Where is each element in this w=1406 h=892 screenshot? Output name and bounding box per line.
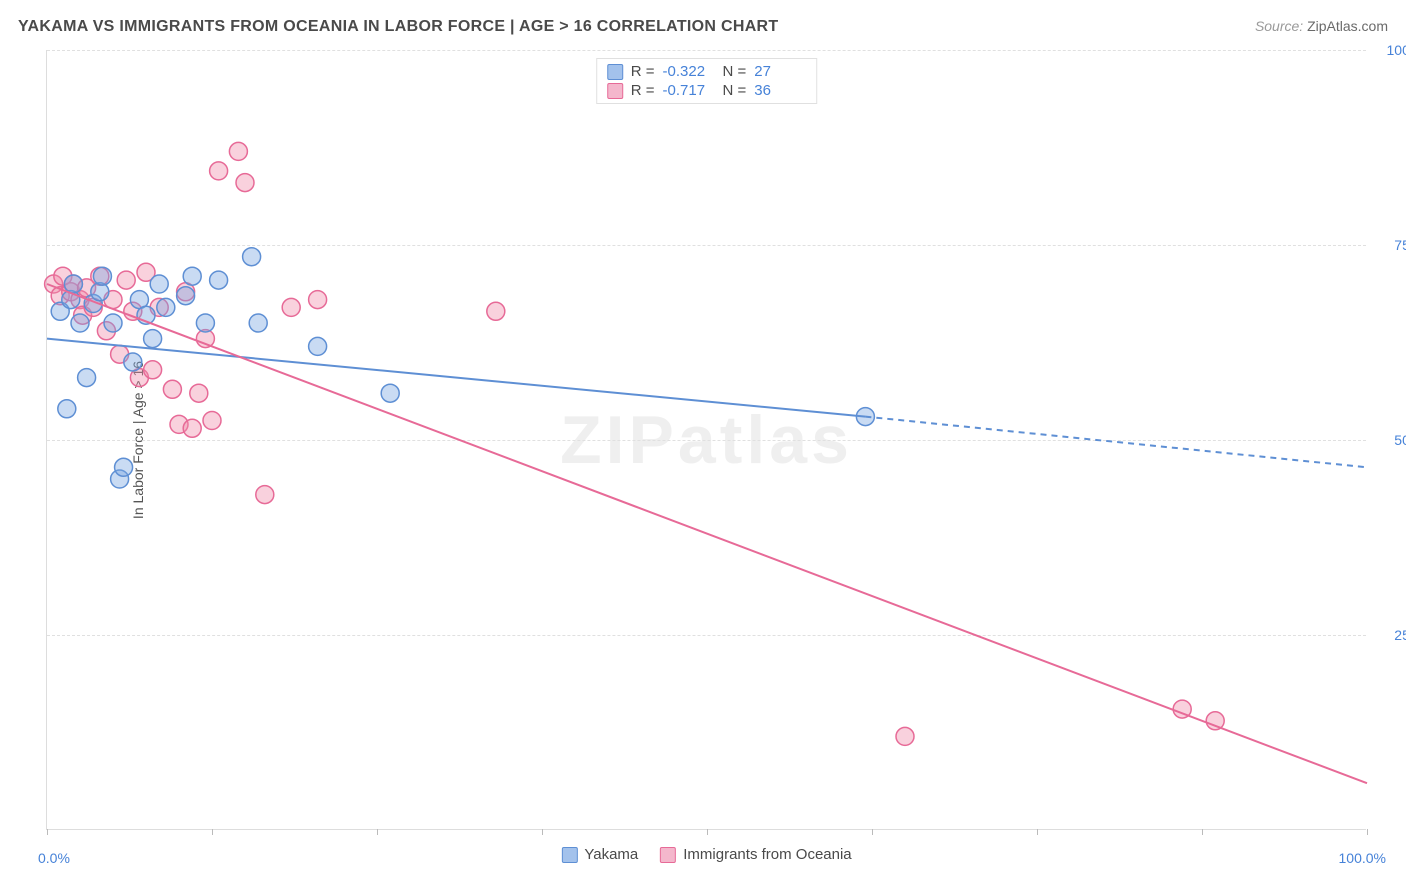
legend-row-yakama: R = -0.322 N = 27 xyxy=(607,63,807,80)
swatch-yakama-icon xyxy=(607,64,623,80)
correlation-legend: R = -0.322 N = 27 R = -0.717 N = 36 xyxy=(596,58,818,104)
y-tick-label: 25.0% xyxy=(1372,627,1406,643)
source-link[interactable]: ZipAtlas.com xyxy=(1307,18,1388,34)
chart-title: YAKAMA VS IMMIGRANTS FROM OCEANIA IN LAB… xyxy=(18,18,779,36)
x-tick-label-max: 100.0% xyxy=(1339,850,1386,866)
y-tick-label: 75.0% xyxy=(1372,237,1406,253)
source-prefix: Source: xyxy=(1255,18,1307,34)
source-attribution: Source: ZipAtlas.com xyxy=(1255,18,1388,34)
r-value-yakama: -0.322 xyxy=(663,63,715,80)
y-tick-label: 50.0% xyxy=(1372,432,1406,448)
r-label: R = xyxy=(631,63,655,80)
legend-row-oceania: R = -0.717 N = 36 xyxy=(607,82,807,99)
scatter-plot-svg xyxy=(47,50,1366,829)
n-label: N = xyxy=(723,82,747,99)
swatch-oceania-icon xyxy=(607,83,623,99)
n-label: N = xyxy=(723,63,747,80)
n-value-yakama: 27 xyxy=(754,63,806,80)
n-value-oceania: 36 xyxy=(754,82,806,99)
r-value-oceania: -0.717 xyxy=(663,82,715,99)
chart-header: YAKAMA VS IMMIGRANTS FROM OCEANIA IN LAB… xyxy=(18,18,1388,36)
correlation-chart: In Labor Force | Age > 16 ZIPatlas 25.0%… xyxy=(46,50,1366,830)
x-axis-labels: 0.0% 100.0% xyxy=(46,850,1366,880)
x-tick-label-min: 0.0% xyxy=(38,850,70,866)
r-label: R = xyxy=(631,82,655,99)
y-tick-label: 100.0% xyxy=(1372,42,1406,58)
